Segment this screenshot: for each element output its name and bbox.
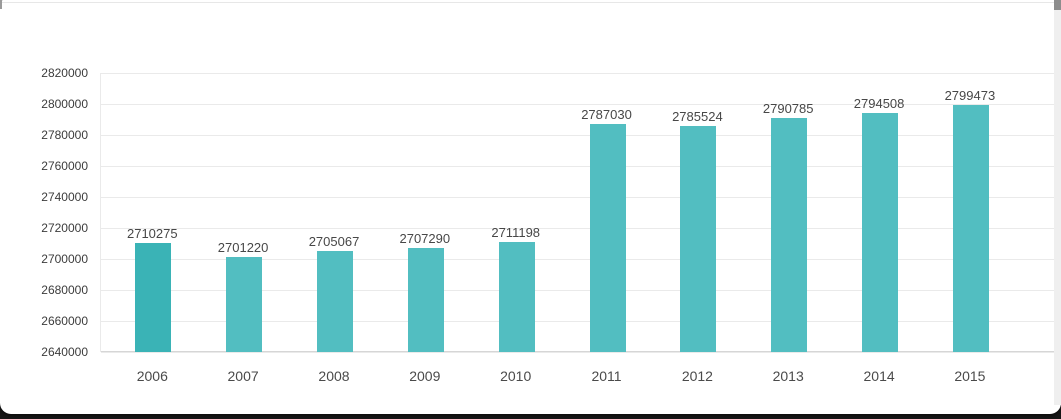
gridline bbox=[101, 228, 1054, 229]
x-axis-tick-label: 2006 bbox=[136, 368, 168, 384]
y-axis-tick-label: 2820000 bbox=[41, 66, 88, 80]
gridline bbox=[101, 135, 1054, 136]
x-axis-tick-label: 2007 bbox=[227, 368, 259, 384]
left-edge-notch bbox=[0, 0, 2, 9]
gridline bbox=[101, 352, 1054, 353]
scrollbar-track[interactable] bbox=[1054, 0, 1061, 405]
bar-value-label: 2799473 bbox=[944, 87, 996, 103]
x-axis-tick-label: 2015 bbox=[954, 368, 986, 384]
y-axis-tick-label: 2720000 bbox=[41, 221, 88, 235]
y-axis-tick-label: 2660000 bbox=[41, 314, 88, 328]
x-axis-tick-label: 2014 bbox=[863, 368, 895, 384]
gridline bbox=[101, 73, 1054, 74]
x-axis-tick-label: 2009 bbox=[409, 368, 441, 384]
y-axis-tick-label: 2640000 bbox=[41, 345, 88, 359]
gridline bbox=[101, 104, 1054, 105]
bar-2007[interactable] bbox=[226, 257, 263, 352]
bar-value-label: 2785524 bbox=[672, 109, 723, 125]
bar-2009[interactable] bbox=[407, 247, 444, 352]
y-axis-tick-label: 2800000 bbox=[41, 97, 88, 111]
x-axis-tick-label: 2012 bbox=[681, 368, 713, 384]
bar-value-label: 2710275 bbox=[126, 226, 178, 242]
x-axis-tick-label: 2013 bbox=[772, 368, 804, 384]
bar-2011[interactable] bbox=[589, 124, 626, 352]
gridline bbox=[101, 259, 1054, 260]
bar-2013[interactable] bbox=[771, 118, 808, 352]
x-axis-tick-label: 2008 bbox=[318, 368, 350, 384]
y-axis-tick-label: 2700000 bbox=[41, 252, 88, 266]
gridline bbox=[101, 197, 1054, 198]
bar-value-label: 2787030 bbox=[581, 107, 632, 123]
bar-2014[interactable] bbox=[862, 112, 899, 352]
x-axis-tick-label: 2011 bbox=[591, 368, 622, 384]
y-axis-tick-label: 2760000 bbox=[41, 159, 88, 173]
bar-value-label: 2790785 bbox=[762, 101, 814, 117]
y-axis-tick-label: 2780000 bbox=[41, 128, 88, 142]
bar-value-label: 2794508 bbox=[853, 95, 905, 111]
bar-value-label: 2705067 bbox=[308, 234, 360, 250]
bar-value-label: 2711198 bbox=[491, 224, 541, 240]
bar-2015[interactable] bbox=[952, 104, 989, 352]
plot-area bbox=[100, 73, 1055, 353]
gridline bbox=[101, 321, 1054, 322]
x-axis-tick-label: 2010 bbox=[500, 368, 532, 384]
gridline bbox=[101, 290, 1054, 291]
card-top-border bbox=[0, 2, 1061, 3]
scrollbar-thumb[interactable] bbox=[1054, 0, 1061, 10]
y-axis-tick-label: 2680000 bbox=[41, 283, 88, 297]
bar-value-label: 2707290 bbox=[399, 230, 451, 246]
bar-value-label: 2701220 bbox=[217, 240, 269, 256]
bar-2006[interactable] bbox=[135, 243, 172, 352]
y-axis-tick-label: 2740000 bbox=[41, 190, 88, 204]
bar-2008[interactable] bbox=[317, 251, 353, 352]
x-axis-line bbox=[101, 351, 1054, 352]
bar-2010[interactable] bbox=[498, 241, 535, 352]
bar-2012[interactable] bbox=[680, 126, 717, 352]
gridline bbox=[101, 166, 1054, 167]
